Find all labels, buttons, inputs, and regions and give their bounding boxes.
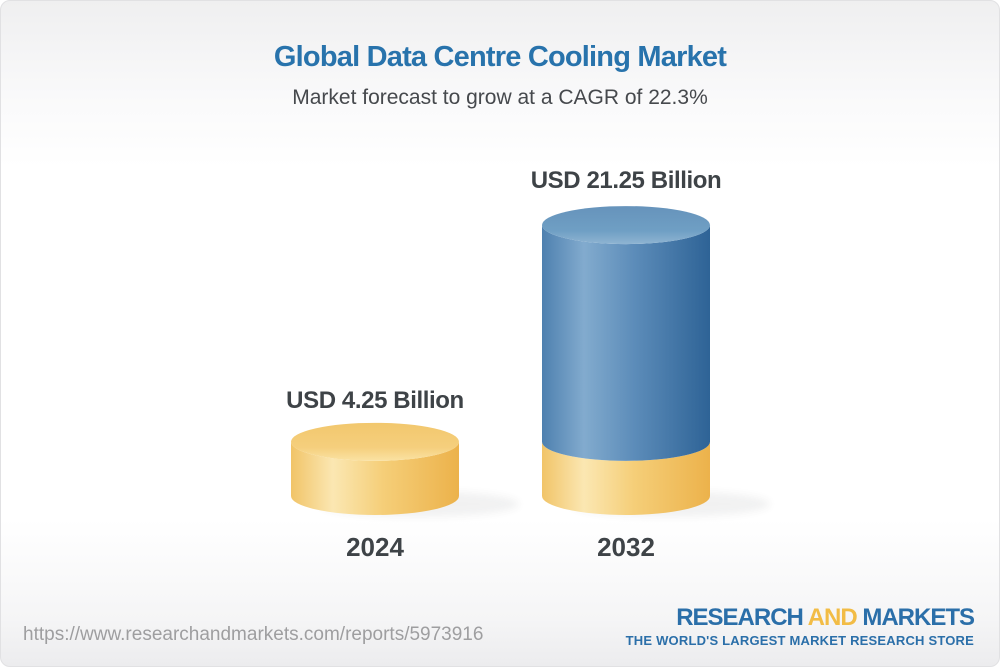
logo-word-markets: MARKETS (862, 604, 975, 631)
cylinder-2024 (291, 422, 519, 517)
cylinder-top (542, 206, 710, 245)
page-subtitle: Market forecast to grow at a CAGR of 22.… (292, 86, 708, 109)
value-label-2032: USD 21.25 Billion (530, 167, 722, 194)
cylinder-top (291, 422, 459, 461)
cylinder-segment-gold (542, 441, 710, 515)
category-label-2024: 2024 (346, 532, 404, 562)
logo-word-and: AND (807, 604, 858, 631)
value-label-2024: USD 4.25 Billion (286, 387, 464, 414)
cylinder-segment-gold (291, 441, 459, 515)
report-url[interactable]: https://www.researchandmarkets.com/repor… (23, 624, 484, 645)
cylinder-segment-blue (542, 225, 710, 461)
research-and-markets-logo: RESEARCH AND MARKETS THE WORLD'S LARGEST… (625, 604, 975, 649)
logo-word-research: RESEARCH (676, 604, 804, 631)
logo-tagline: THE WORLD'S LARGEST MARKET RESEARCH STOR… (625, 633, 974, 648)
cylinder-2032 (542, 206, 770, 517)
logo-wordmark: RESEARCH AND MARKETS (626, 604, 975, 631)
page-title: Global Data Centre Cooling Market (273, 41, 727, 73)
category-label-2032: 2032 (597, 532, 655, 562)
